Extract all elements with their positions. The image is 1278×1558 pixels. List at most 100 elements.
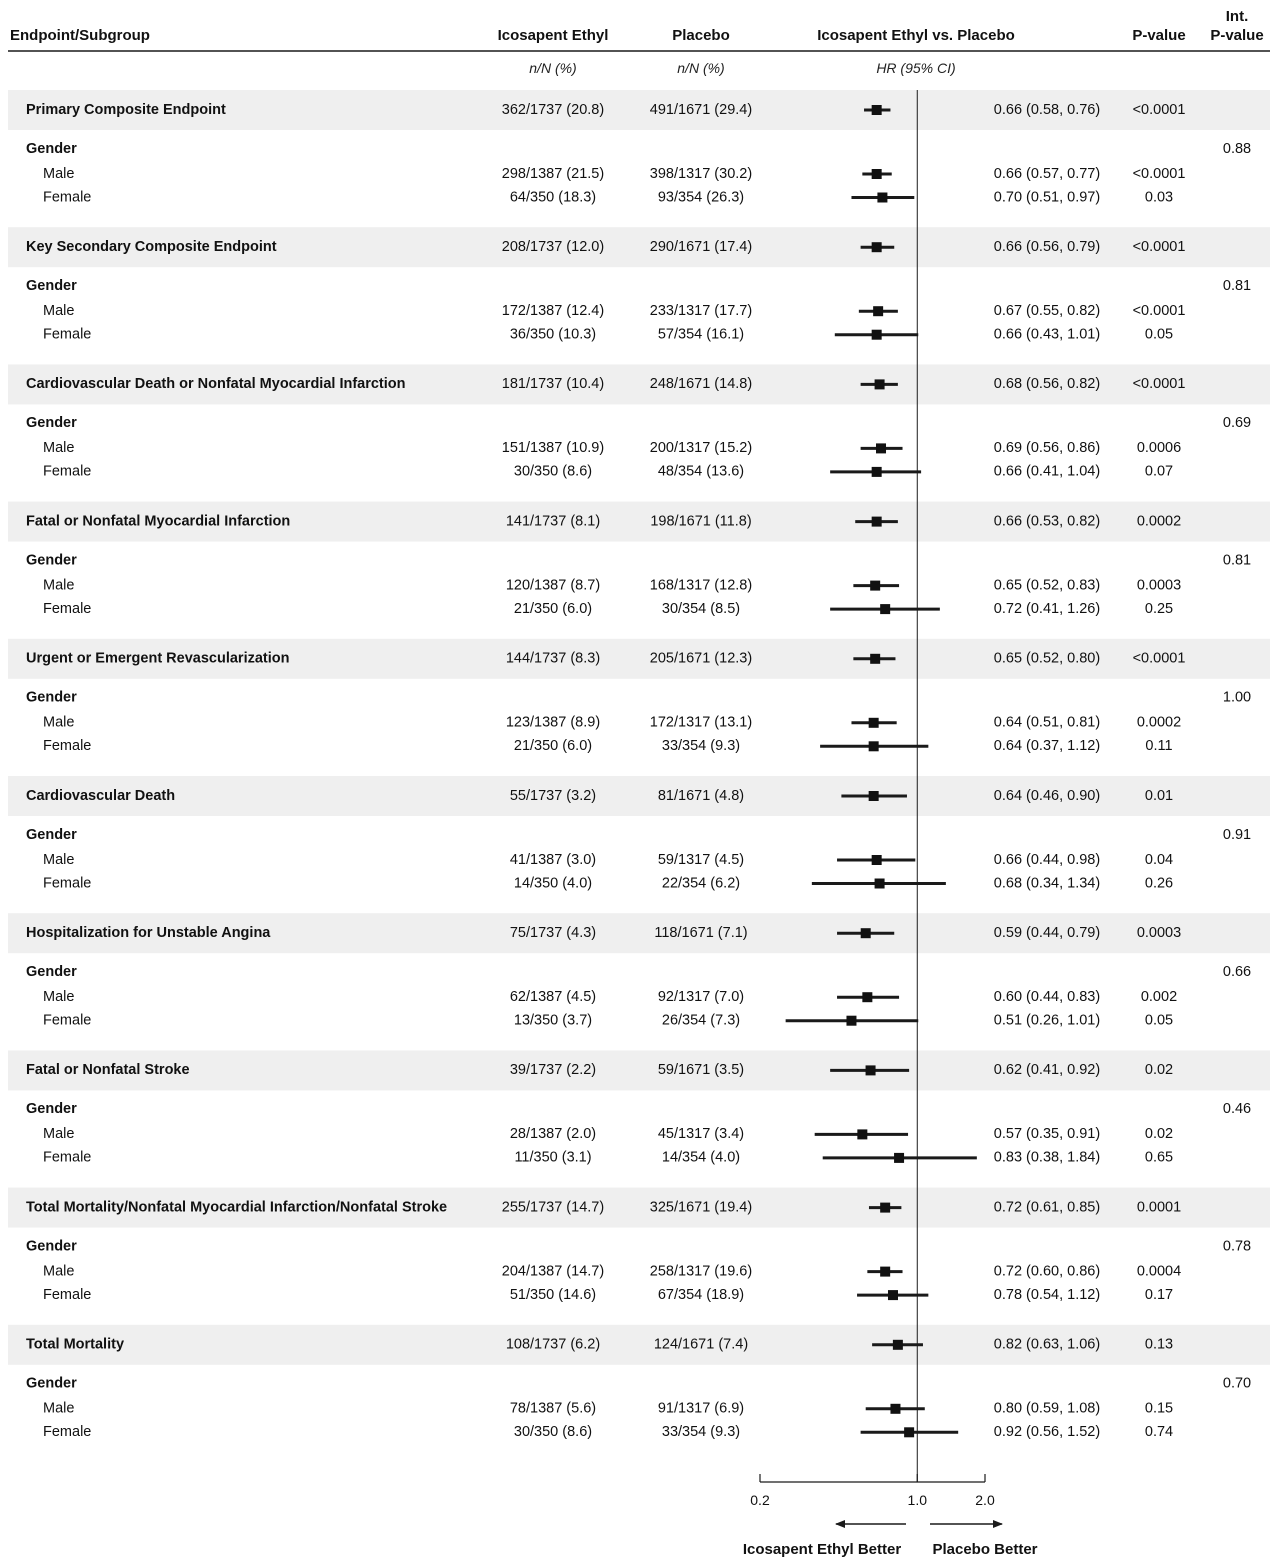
icosapent-count: 120/1387 (8.7): [506, 577, 600, 593]
subgroup-level-label: Female: [43, 1013, 91, 1029]
placebo-count: 59/1317 (4.5): [658, 852, 744, 868]
endpoint-label: Fatal or Nonfatal Stroke: [26, 1062, 190, 1078]
hr-point: [857, 1129, 868, 1140]
axis-tick-label: 2.0: [975, 1492, 995, 1508]
hr-ci-text: 0.66 (0.43, 1.01): [994, 327, 1100, 343]
hr-ci-text: 0.51 (0.26, 1.01): [994, 1013, 1100, 1029]
icosapent-count: 151/1387 (10.9): [502, 440, 604, 456]
placebo-count: 91/1317 (6.9): [658, 1401, 744, 1417]
hr-point: [880, 1202, 891, 1213]
table-rows: Primary Composite Endpoint 362/1737 (20.8…: [26, 102, 1251, 1440]
hr-ci-text: 0.92 (0.56, 1.52): [994, 1424, 1100, 1440]
hr-point: [865, 1065, 876, 1076]
pvalue: 0.01: [1145, 788, 1173, 804]
interaction-pvalue: 0.78: [1223, 1238, 1251, 1254]
hr-ci-text: 0.72 (0.60, 0.86): [994, 1263, 1100, 1279]
axis-right-label: Placebo Better: [932, 1541, 1037, 1558]
hr-point: [876, 443, 887, 454]
icosapent-count: 30/350 (8.6): [514, 1424, 592, 1440]
icosapent-count: 62/1387 (4.5): [510, 989, 596, 1005]
subheader-hr: HR (95% CI): [876, 60, 955, 76]
icosapent-count: 21/350 (6.0): [514, 601, 592, 617]
icosapent-count: 78/1387 (5.6): [510, 1401, 596, 1417]
hr-ci-text: 0.68 (0.56, 0.82): [994, 376, 1100, 392]
hr-ci-text: 0.68 (0.34, 1.34): [994, 875, 1100, 891]
placebo-count: 258/1317 (19.6): [650, 1263, 752, 1279]
icosapent-count: 141/1737 (8.1): [506, 513, 600, 529]
subgroup-level-label: Female: [43, 464, 91, 480]
hr-ci-text: 0.72 (0.61, 0.85): [994, 1199, 1100, 1215]
placebo-count: 22/354 (6.2): [662, 875, 740, 891]
hr-ci-text: 0.82 (0.63, 1.06): [994, 1337, 1100, 1353]
icosapent-count: 208/1737 (12.0): [502, 239, 604, 255]
hr-ci-text: 0.83 (0.38, 1.84): [994, 1150, 1100, 1166]
hr-ci-text: 0.80 (0.59, 1.08): [994, 1401, 1100, 1417]
hr-point: [868, 741, 879, 752]
hr-point: [874, 379, 885, 390]
hr-point: [880, 1266, 891, 1277]
pvalue: 0.0002: [1137, 513, 1181, 529]
interaction-pvalue: 0.46: [1223, 1101, 1251, 1117]
placebo-count: 325/1671 (19.4): [650, 1199, 752, 1215]
interaction-pvalue: 0.70: [1223, 1376, 1251, 1392]
hr-ci-text: 0.66 (0.58, 0.76): [994, 102, 1100, 118]
subgroup-level-label: Male: [43, 577, 74, 593]
subgroup-level-label: Male: [43, 166, 74, 182]
header-int-pvalue-line2: P-value: [1210, 27, 1263, 44]
placebo-count: 81/1671 (4.8): [658, 788, 744, 804]
icosapent-count: 181/1737 (10.4): [502, 376, 604, 392]
pvalue: <0.0001: [1133, 102, 1186, 118]
interaction-pvalue: 0.81: [1223, 552, 1251, 568]
pvalue: 0.15: [1145, 1401, 1173, 1417]
row-bands: [8, 90, 1270, 1365]
subgroup-level-label: Female: [43, 738, 91, 754]
interaction-pvalue: 0.88: [1223, 141, 1251, 157]
placebo-count: 198/1671 (11.8): [650, 513, 751, 529]
endpoint-label: Cardiovascular Death: [26, 788, 175, 804]
hr-point: [871, 329, 882, 340]
placebo-count: 59/1671 (3.5): [658, 1062, 744, 1078]
hr-ci-text: 0.66 (0.44, 0.98): [994, 852, 1100, 868]
pvalue: <0.0001: [1133, 651, 1186, 667]
pvalue: 0.02: [1145, 1126, 1173, 1142]
subgroup-label: Gender: [26, 690, 77, 706]
endpoint-label: Key Secondary Composite Endpoint: [26, 239, 277, 255]
endpoint-band: [8, 1050, 1270, 1091]
icosapent-count: 36/350 (10.3): [510, 327, 596, 343]
icosapent-count: 204/1387 (14.7): [502, 1263, 604, 1279]
pvalue: <0.0001: [1133, 376, 1186, 392]
axis-tick-label: 0.2: [750, 1492, 770, 1508]
hr-ci-text: 0.67 (0.55, 0.82): [994, 303, 1100, 319]
subgroup-level-label: Male: [43, 1401, 74, 1417]
subheader-icosapent: n/N (%): [529, 60, 576, 76]
pvalue: <0.0001: [1133, 166, 1186, 182]
subgroup-label: Gender: [26, 415, 77, 431]
subgroup-level-label: Female: [43, 601, 91, 617]
hr-point: [894, 1152, 905, 1163]
hr-ci-text: 0.69 (0.56, 0.86): [994, 440, 1100, 456]
placebo-count: 168/1317 (12.8): [650, 577, 752, 593]
placebo-count: 48/354 (13.6): [658, 464, 744, 480]
icosapent-count: 362/1737 (20.8): [502, 102, 604, 118]
pvalue: 0.0002: [1137, 715, 1181, 731]
hr-ci-text: 0.65 (0.52, 0.80): [994, 651, 1100, 667]
pvalue: 0.0006: [1137, 440, 1181, 456]
hr-marks: [785, 105, 977, 1438]
icosapent-count: 298/1387 (21.5): [502, 166, 604, 182]
endpoint-band: [8, 90, 1270, 130]
icosapent-count: 51/350 (14.6): [510, 1287, 596, 1303]
placebo-count: 67/354 (18.9): [658, 1287, 744, 1303]
pvalue: 0.0003: [1137, 925, 1181, 941]
endpoint-band: [8, 913, 1270, 954]
placebo-count: 398/1317 (30.2): [650, 166, 752, 182]
placebo-count: 172/1317 (13.1): [650, 715, 752, 731]
subgroup-label: Gender: [26, 964, 77, 980]
pvalue: 0.0001: [1137, 1199, 1181, 1215]
endpoint-label: Cardiovascular Death or Nonfatal Myocard…: [26, 376, 406, 392]
placebo-count: 93/354 (26.3): [658, 189, 744, 205]
placebo-count: 57/354 (16.1): [658, 327, 744, 343]
subgroup-label: Gender: [26, 1376, 77, 1392]
hr-ci-text: 0.60 (0.44, 0.83): [994, 989, 1100, 1005]
pvalue: <0.0001: [1133, 303, 1186, 319]
icosapent-count: 41/1387 (3.0): [510, 852, 596, 868]
